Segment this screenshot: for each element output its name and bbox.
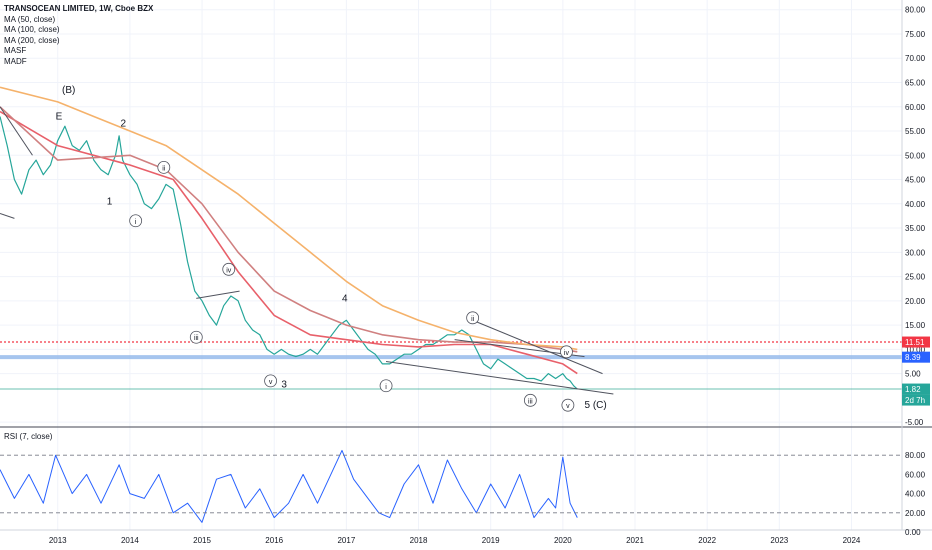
time-tick-label: 2022 xyxy=(698,536,716,545)
time-tick-label: 2019 xyxy=(482,536,500,545)
series-line-0 xyxy=(0,116,578,390)
time-tick-label: 2021 xyxy=(626,536,644,545)
series-line-3 xyxy=(0,86,578,351)
trendline xyxy=(0,106,33,156)
rsi-pane xyxy=(0,449,902,523)
wave-label: 3 xyxy=(281,379,287,390)
price-tick-label: -5.00 xyxy=(905,418,924,427)
price-tick-label: 25.00 xyxy=(905,273,926,282)
price-tick-label: 30.00 xyxy=(905,248,926,257)
wave-label-circle xyxy=(466,311,480,325)
wave-label: E xyxy=(56,111,63,122)
price-series xyxy=(0,86,578,390)
indicator-masf[interactable]: MASF xyxy=(4,46,27,55)
price-badge-label: 8.39 xyxy=(905,353,921,362)
price-badge xyxy=(902,394,930,406)
chart-title: TRANSOCEAN LIMITED, 1W, Cboe BZX xyxy=(4,4,154,13)
price-tick-label: 80.00 xyxy=(905,6,926,15)
wave-label: i xyxy=(135,219,137,226)
price-tick-label: 15.00 xyxy=(905,321,926,330)
time-tick-label: 2017 xyxy=(337,536,355,545)
price-tick-label: 40.00 xyxy=(905,200,926,209)
rsi-tick-label: 40.00 xyxy=(905,490,926,499)
wave-label-circle xyxy=(189,330,203,344)
wave-label: 2 xyxy=(121,119,127,130)
time-tick-label: 2023 xyxy=(770,536,788,545)
wave-label: i xyxy=(385,384,387,391)
series-line-1 xyxy=(0,110,578,375)
trendline xyxy=(472,319,603,375)
rsi-tick-label: 60.00 xyxy=(905,470,926,479)
indicator-ma50[interactable]: MA (50, close) xyxy=(4,14,56,24)
price-tick-label: 50.00 xyxy=(905,151,926,160)
price-tick-label: 20.00 xyxy=(905,297,926,306)
wave-label: 1 xyxy=(107,196,113,207)
price-badge-label: 2d 7h xyxy=(905,396,925,405)
wave-label: iii xyxy=(194,335,199,342)
price-badge-label: 11.51 xyxy=(905,338,925,347)
time-tick-label: 2016 xyxy=(265,536,283,545)
wave-label-circle xyxy=(129,214,143,228)
price-tick-label: 45.00 xyxy=(905,176,926,185)
time-tick-label: 2020 xyxy=(554,536,572,545)
trendline xyxy=(196,290,240,299)
wave-label: 5 (C) xyxy=(584,400,606,411)
price-tick-label: 5.00 xyxy=(905,370,921,379)
wave-label: ii xyxy=(162,165,166,172)
price-badge xyxy=(902,351,930,363)
wave-label: iv xyxy=(564,350,570,357)
trendline xyxy=(0,213,15,219)
series-line-4 xyxy=(0,449,578,523)
price-tick-label: 70.00 xyxy=(905,54,926,63)
price-badge xyxy=(902,383,930,395)
price-tick-label: 10.00 xyxy=(905,345,926,354)
price-tick-label: 55.00 xyxy=(905,127,926,136)
wave-label-circle xyxy=(560,345,573,359)
rsi-tick-label: 0.00 xyxy=(905,528,921,537)
wave-label: ii xyxy=(471,316,475,323)
wave-label-circle xyxy=(157,161,171,174)
rsi-indicator-label[interactable]: RSI (7, close) xyxy=(4,432,53,441)
wave-label: v xyxy=(566,403,570,410)
wave-label-circle xyxy=(523,393,537,407)
time-tick-label: 2024 xyxy=(843,536,861,545)
wave-label: iii xyxy=(528,398,533,405)
series-line-2 xyxy=(0,106,578,353)
wave-label-circle xyxy=(379,379,393,393)
rsi-tick-label: 20.00 xyxy=(905,509,926,518)
rsi-tick-label: 80.00 xyxy=(905,451,926,460)
price-tick-label: 75.00 xyxy=(905,30,926,39)
wave-label: (B) xyxy=(62,85,75,96)
time-tick-label: 2013 xyxy=(49,536,67,545)
horizontal-levels xyxy=(0,341,902,390)
indicator-madf[interactable]: MADF xyxy=(4,56,27,66)
chart-legend: TRANSOCEAN LIMITED, 1W, Cboe BZX MA (50,… xyxy=(4,4,153,67)
time-tick-label: 2014 xyxy=(121,536,139,545)
wave-label: v xyxy=(269,379,273,386)
time-tick-label: 2018 xyxy=(410,536,428,545)
trendline xyxy=(385,360,614,395)
price-badge xyxy=(902,336,930,348)
wave-label-circle xyxy=(561,398,575,412)
wave-label: 4 xyxy=(342,293,348,304)
grid xyxy=(0,0,902,530)
indicator-ma200[interactable]: MA (200, close) xyxy=(4,35,60,45)
wave-label-circle xyxy=(264,374,278,388)
wave-label: iv xyxy=(226,267,232,274)
price-tick-label: 35.00 xyxy=(905,224,926,233)
price-tick-label: 65.00 xyxy=(905,78,926,87)
time-tick-label: 2015 xyxy=(193,536,211,545)
price-tick-label: 60.00 xyxy=(905,103,926,112)
wave-label-circle xyxy=(222,262,236,276)
indicator-ma100[interactable]: MA (100, close) xyxy=(4,25,60,34)
price-badge-label: 1.82 xyxy=(905,385,921,394)
